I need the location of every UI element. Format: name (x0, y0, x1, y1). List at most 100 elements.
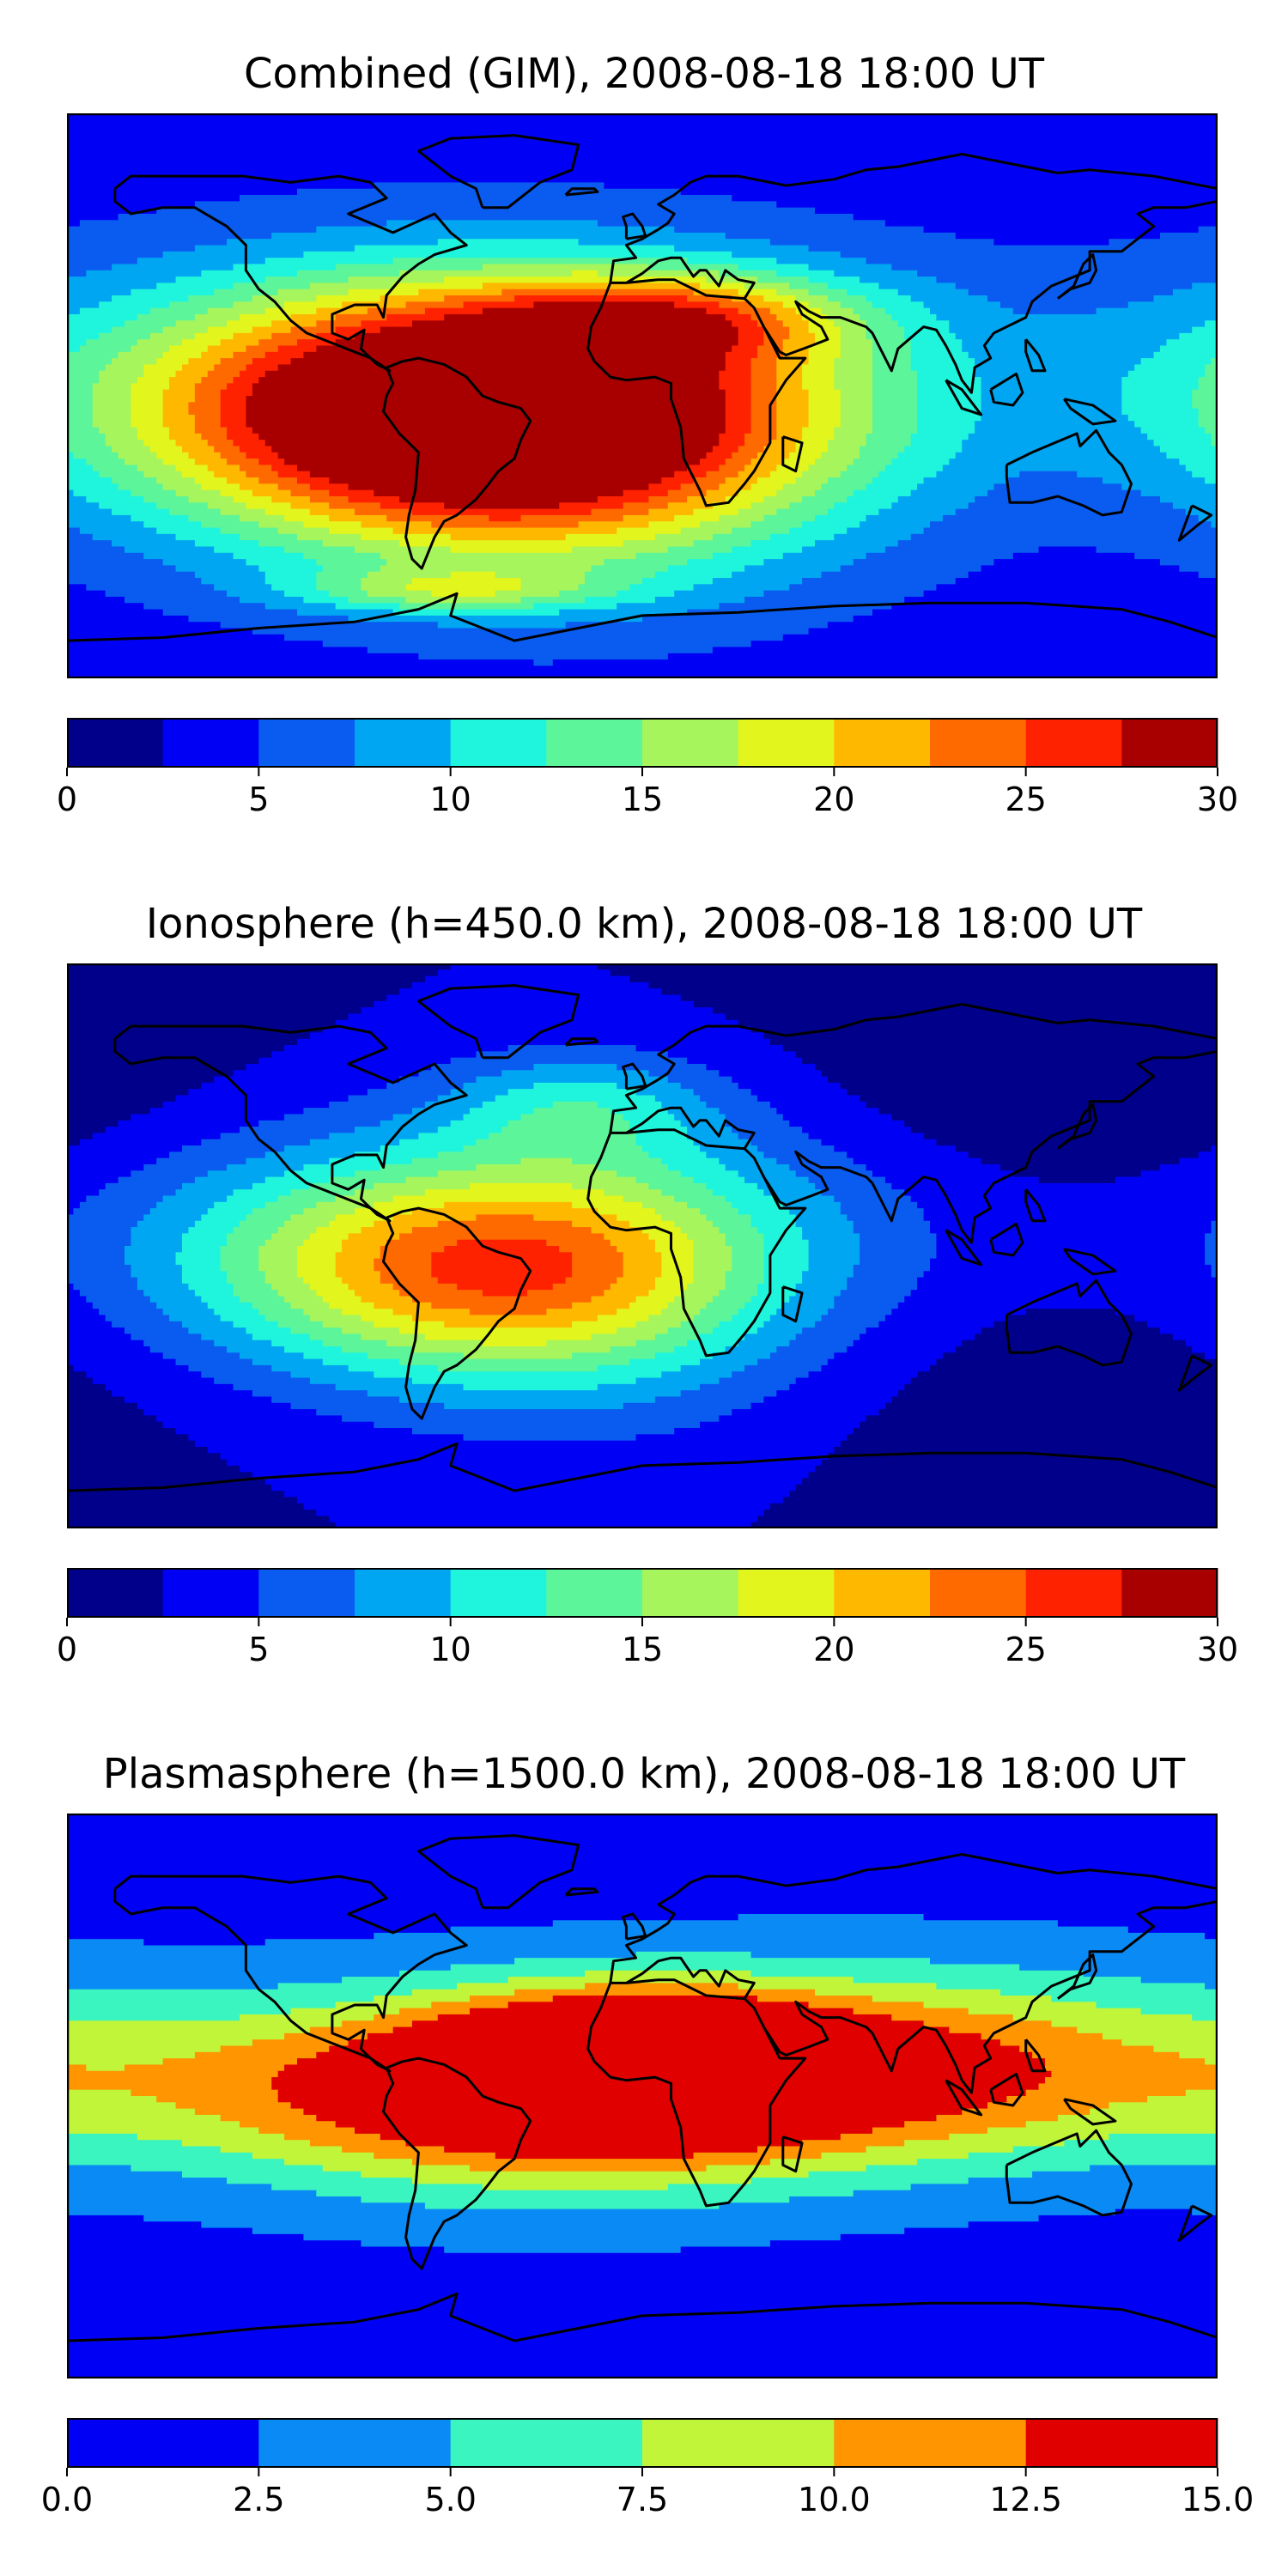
contour-cell (67, 1302, 94, 1309)
contour-cell (642, 1201, 688, 1209)
contour-cell (872, 1996, 1053, 2003)
contour-cell (182, 1233, 228, 1241)
contour-cell (1140, 358, 1212, 366)
contour-cell (878, 508, 957, 516)
contour-cell (252, 1302, 292, 1309)
contour-cell (904, 2121, 1027, 2129)
contour-cell (67, 465, 94, 472)
contour-cell (769, 1101, 867, 1109)
contour-cell (112, 508, 170, 516)
contour-cell (162, 1421, 375, 1429)
contour-cell (169, 1151, 266, 1159)
contour-cell (629, 1302, 669, 1309)
contour-cell (67, 283, 157, 290)
contour-cell (233, 283, 311, 290)
contour-cell (738, 1983, 938, 1990)
contour-cell (99, 502, 157, 510)
contour-cell (860, 1246, 938, 1254)
contour-cell (348, 1095, 439, 1103)
contour-cell (182, 2171, 362, 2178)
contour-cell (635, 1321, 682, 1328)
contour-cell (143, 1340, 215, 1347)
contour-cell (732, 452, 758, 459)
contour-cell (316, 345, 732, 353)
contour-cell (930, 1958, 1218, 1965)
contour-cell (1083, 1970, 1218, 1978)
contour-cell (284, 2133, 381, 2141)
contour-cell (284, 2064, 1046, 2072)
contour-cell (67, 226, 318, 234)
contour-cell (667, 565, 745, 573)
contour-cell (623, 1195, 675, 1203)
contour-cell (67, 1901, 1218, 1909)
colorbar-segment (546, 1568, 643, 1618)
contour-cell (700, 1309, 739, 1316)
contour-cell (661, 1371, 732, 1379)
contour-cell (987, 295, 1155, 303)
contour-cell (182, 1277, 228, 1285)
contour-cell (367, 1390, 682, 1398)
contour-cell (719, 1321, 765, 1328)
contour-cell (73, 1208, 151, 1216)
contour-cell (782, 351, 810, 359)
contour-cell (169, 1315, 222, 1322)
contour-cell (264, 508, 311, 516)
contour-cell (322, 1358, 400, 1366)
contour-cell (962, 440, 1155, 447)
contour-cell (67, 1220, 138, 1228)
contour-cell (162, 483, 203, 491)
contour-cell (194, 1440, 841, 1448)
contour-cell (67, 276, 177, 284)
contour-cell (930, 1227, 1212, 1235)
contour-cell (67, 1032, 311, 1040)
contour-cell (207, 345, 247, 353)
contour-cell (520, 514, 624, 522)
contour-cell (246, 1327, 292, 1335)
contour-cell (891, 1309, 1027, 1316)
contour-cell (284, 1114, 394, 1121)
contour-cell (757, 276, 810, 284)
contour-cell (470, 1996, 554, 2003)
contour-cell (840, 351, 873, 359)
contour-cell (827, 1453, 1218, 1461)
contour-cell (246, 402, 726, 410)
contour-cell (917, 483, 995, 491)
contour-cell (802, 1057, 1218, 1065)
contour-cell (297, 188, 682, 196)
contour-cell (559, 609, 688, 617)
contour-cell (355, 2127, 873, 2135)
contour-cell (834, 1195, 912, 1203)
contour-cell (706, 307, 739, 315)
contour-cell (67, 2303, 1218, 2311)
contour-cell (706, 1214, 752, 1222)
contour-cell (1211, 521, 1218, 529)
contour-cell (782, 1201, 841, 1209)
contour-cell (67, 258, 138, 265)
contour-cell (227, 1239, 266, 1247)
contour-cell (424, 307, 483, 315)
contour-cell (757, 1145, 835, 1153)
contour-cell (993, 239, 1110, 246)
contour-cell (1160, 495, 1218, 503)
contour-cell (687, 1233, 726, 1241)
contour-cell (463, 301, 535, 309)
contour-cell (769, 2240, 1218, 2248)
colorbar-tick-label: 20 (813, 781, 854, 818)
contour-cell (67, 2178, 228, 2185)
contour-cell (700, 1421, 860, 1429)
colorbar-segment (450, 2418, 643, 2468)
contour-cell (1185, 2089, 1218, 2097)
contour-cell (847, 1214, 925, 1222)
contour-cell (149, 1296, 203, 1303)
contour-cell (246, 502, 292, 510)
contour-cell (450, 571, 496, 579)
contour-cell (67, 1182, 106, 1190)
contour-cell (878, 1409, 1218, 1417)
contour-cell (240, 533, 298, 541)
contour-cell (182, 1246, 222, 1254)
contour-cell (220, 1246, 260, 1254)
contour-cell (194, 1220, 240, 1228)
contour-cell (667, 1076, 732, 1084)
contour-cell (207, 465, 240, 472)
contour-cell (240, 2014, 375, 2021)
